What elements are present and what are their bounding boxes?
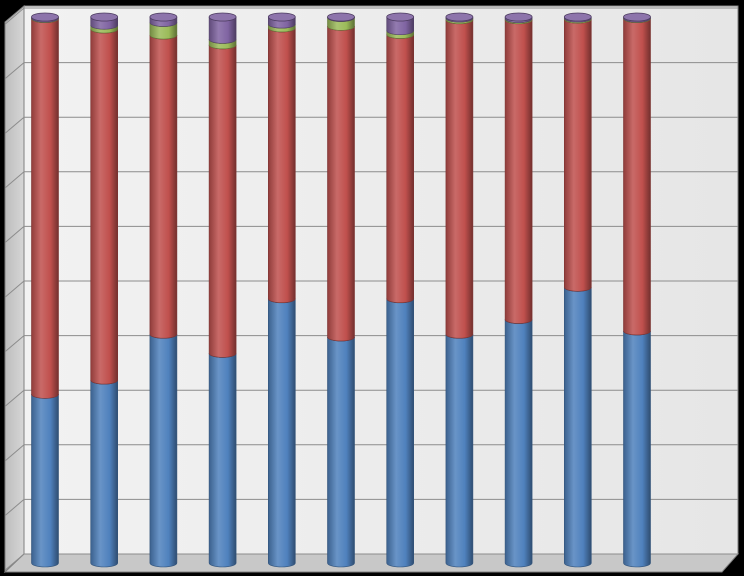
bar-segment <box>268 298 296 568</box>
bar-segment <box>327 26 355 342</box>
plot-area <box>3 4 740 574</box>
bars <box>31 12 651 568</box>
bar-segment <box>90 379 118 568</box>
gridlines <box>4 7 738 571</box>
bar-stack <box>504 12 533 568</box>
side-gridline <box>4 553 25 571</box>
bar-top-cap <box>445 12 474 22</box>
bar-segment <box>208 44 237 358</box>
bar-segment <box>268 27 296 304</box>
bar-stack <box>386 12 415 568</box>
bar-top-cap <box>90 12 119 22</box>
bar-stack <box>445 12 474 568</box>
bar-stack <box>327 12 355 568</box>
bar-segment <box>445 19 474 339</box>
bar-stack <box>563 12 592 568</box>
bar-stack <box>208 12 237 568</box>
side-gridline <box>4 62 25 80</box>
side-gridline <box>4 280 25 298</box>
bar-segment <box>327 336 355 568</box>
bar-segment <box>31 18 59 399</box>
bar-top-cap <box>623 12 651 22</box>
bar-top-cap <box>386 12 415 22</box>
bar-segment <box>386 298 414 568</box>
bar-segment <box>31 394 59 568</box>
bar-segment <box>564 19 592 292</box>
bar-stack <box>623 12 651 568</box>
bar-stack <box>31 12 59 568</box>
bar-top-cap <box>149 12 178 22</box>
bar-segment <box>564 287 592 568</box>
bar-top-cap <box>208 12 237 22</box>
side-gridline <box>4 335 25 353</box>
side-gridline <box>4 444 25 462</box>
bar-stack <box>267 12 296 568</box>
bar-stack <box>149 12 178 568</box>
side-gridline <box>4 499 25 516</box>
side-gridline <box>4 7 25 25</box>
side-gridline <box>4 226 25 243</box>
bar-top-cap <box>267 12 296 22</box>
bar-top-cap <box>31 12 59 22</box>
bar-segment <box>623 18 651 336</box>
bar-segment <box>208 353 237 568</box>
bar-segment <box>445 334 474 568</box>
bar-top-cap <box>563 12 592 22</box>
bar-segment <box>149 334 178 568</box>
bar-segment <box>90 28 118 385</box>
bar-segment <box>504 19 533 324</box>
bar-segment <box>386 34 414 304</box>
bar-stack <box>90 12 119 568</box>
bar-top-cap <box>327 12 355 22</box>
bar-top-cap <box>504 12 533 22</box>
bar-segment <box>504 319 533 568</box>
bar-segment <box>623 330 651 568</box>
side-gridline <box>4 389 25 407</box>
bar-segment <box>149 34 178 339</box>
side-gridline <box>4 116 25 134</box>
side-gridline <box>4 171 25 189</box>
